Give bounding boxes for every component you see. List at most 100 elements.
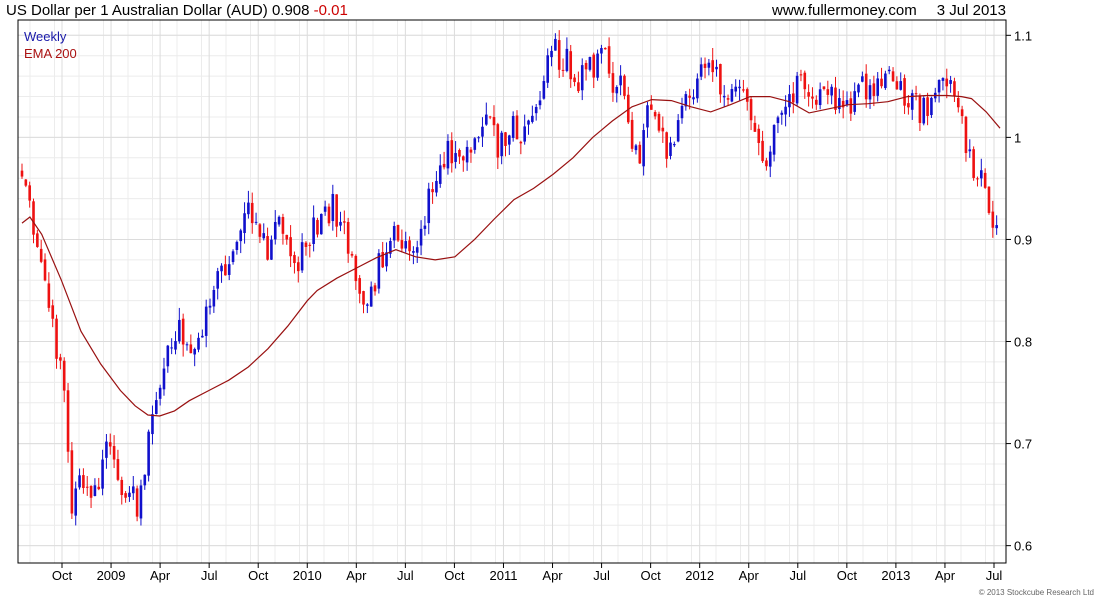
candle-body <box>128 492 131 497</box>
candle-body <box>749 99 753 121</box>
candle-body <box>435 180 438 193</box>
x-tick-label: Oct <box>641 568 662 583</box>
candle-body <box>36 233 39 247</box>
candle-body <box>431 189 434 193</box>
candle-body <box>834 87 837 110</box>
ema-200-line <box>21 94 1001 417</box>
candle-body <box>204 306 208 336</box>
candle-body <box>78 475 81 488</box>
candle-body <box>446 140 450 169</box>
website-link[interactable]: www.fullermoney.com <box>772 2 917 19</box>
candle-body <box>673 144 676 146</box>
legend-period: Weekly <box>24 29 67 44</box>
candle-body <box>381 252 384 268</box>
candle-body <box>734 86 738 92</box>
last-price: 0.908 <box>271 2 310 19</box>
candle-body <box>450 140 454 164</box>
candle-body <box>565 48 569 71</box>
candle-body <box>922 97 926 124</box>
candle-body <box>776 117 780 124</box>
candle-body <box>124 493 127 498</box>
candle-body <box>964 116 968 154</box>
x-tick-label: Oct <box>444 568 465 583</box>
candle-body <box>270 239 273 260</box>
candle-body <box>158 387 162 399</box>
candle-body <box>623 75 626 96</box>
candle-body <box>485 114 488 125</box>
candle-body <box>887 69 891 72</box>
candle-body <box>941 78 945 81</box>
candle-body <box>945 78 949 87</box>
candle-body <box>392 226 396 241</box>
candle-body <box>262 233 266 239</box>
candle-body <box>600 48 603 54</box>
candle-body <box>224 264 227 276</box>
candle-body <box>638 144 642 164</box>
x-tick-label: Jul <box>789 568 806 583</box>
candle-body <box>550 50 553 58</box>
candle-body <box>147 431 150 476</box>
candle-body <box>212 289 216 307</box>
candle-body <box>408 240 411 252</box>
candle-body <box>868 85 872 100</box>
candle-body <box>864 73 868 100</box>
candle-body <box>166 345 170 367</box>
candle-body <box>59 357 62 361</box>
candle-body <box>603 47 607 50</box>
x-tick-label: 2012 <box>685 568 714 583</box>
candle-body <box>719 64 722 95</box>
candle-body <box>953 81 956 96</box>
candle-body <box>82 475 85 489</box>
candle-body <box>66 390 70 452</box>
candle-body <box>696 78 699 99</box>
candle-body <box>534 106 538 114</box>
candle-body <box>826 89 830 95</box>
candle-body <box>803 72 807 90</box>
candle-body <box>139 485 143 519</box>
candle-body <box>657 113 661 131</box>
copyright-notice: © 2013 Stockcube Research Ltd <box>978 588 1094 597</box>
candle-body <box>511 115 515 138</box>
candle-body <box>120 479 124 496</box>
candle-body <box>105 441 108 458</box>
y-tick-label: 0.6 <box>1014 539 1032 554</box>
candle-body <box>822 86 826 89</box>
candle-body <box>580 65 584 91</box>
candle-body <box>93 485 97 497</box>
x-tick-label: 2009 <box>97 568 126 583</box>
candle-body <box>987 186 991 213</box>
candle-body <box>753 122 757 132</box>
candle-body <box>937 79 941 93</box>
candle-body <box>250 202 254 224</box>
candle-body <box>51 305 54 319</box>
candle-body <box>815 99 818 105</box>
candle-body <box>669 142 672 156</box>
y-tick-label: 1 <box>1014 130 1021 145</box>
candle-body <box>711 60 715 73</box>
candle-body <box>726 98 730 100</box>
candle-body <box>807 92 810 97</box>
candle-body <box>377 253 381 289</box>
candle-body <box>170 347 173 349</box>
x-tick-label: Apr <box>150 568 171 583</box>
candle-body <box>316 220 319 235</box>
candle-body <box>692 97 695 100</box>
candle-body <box>765 160 768 167</box>
candle-body <box>62 360 66 391</box>
x-tick-label: Oct <box>837 568 858 583</box>
x-tick-label: 2013 <box>881 568 910 583</box>
candle-body <box>838 98 841 110</box>
candle-body <box>772 124 776 155</box>
candle-body <box>995 225 998 229</box>
candle-body <box>108 442 112 447</box>
candle-body <box>626 94 630 123</box>
candle-body <box>74 488 78 516</box>
candle-body <box>243 213 246 234</box>
candle-body <box>960 109 964 117</box>
candle-body <box>699 64 703 77</box>
candle-body <box>619 75 622 86</box>
candle-body <box>477 137 480 139</box>
candle-body <box>55 318 58 359</box>
candle-body <box>811 96 814 99</box>
candle-body <box>661 127 665 132</box>
